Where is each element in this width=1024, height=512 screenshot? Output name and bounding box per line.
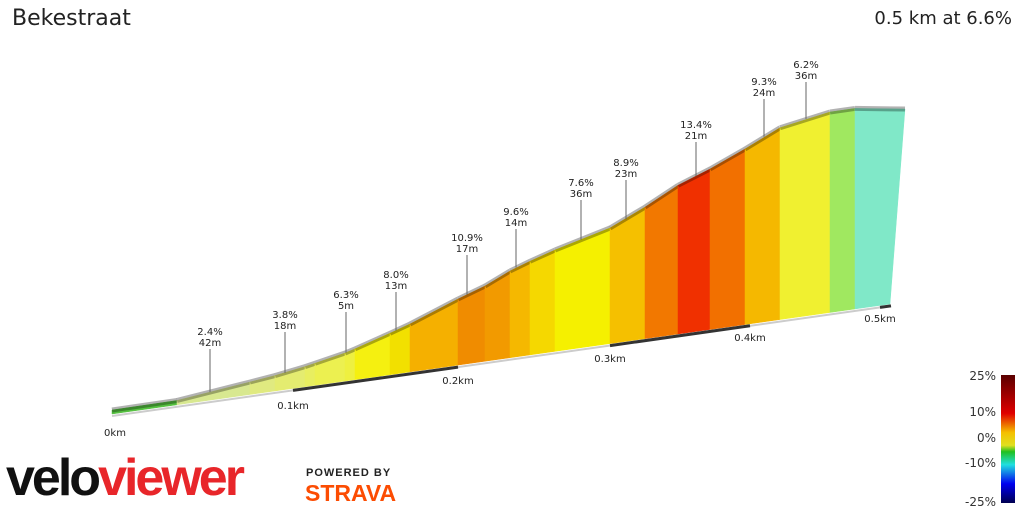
distance-tick-label: 0.3km — [594, 354, 625, 365]
powered-by-label: POWERED BY — [306, 467, 392, 479]
legend-tick-label: -25% — [965, 495, 996, 509]
profile-top-edge — [456, 283, 487, 302]
profile-top-edge — [176, 379, 251, 403]
baseline-segment — [609, 324, 751, 348]
distance-tick-label: 0.2km — [442, 376, 473, 387]
gradient-band — [829, 108, 856, 313]
profile-top-edge — [829, 105, 856, 115]
segment-grade-label: 10.9% — [451, 233, 483, 244]
segment-grade-label: 9.6% — [503, 207, 528, 218]
profile-top-edge — [643, 183, 680, 210]
profile-top-edge — [408, 296, 460, 327]
distance-tick-label: 0.5km — [864, 314, 895, 325]
climb-title: Bekestraat — [12, 6, 131, 31]
baseline — [111, 305, 891, 417]
profile-top-edge — [483, 268, 512, 289]
segment-grade-label: 13.4% — [680, 120, 712, 131]
profile-top-edge — [854, 105, 906, 112]
segment-grade-label: 6.2% — [793, 60, 818, 71]
distance-tick-label: 0.4km — [734, 333, 765, 344]
segment-length-label: 18m — [274, 321, 296, 332]
profile-top-edge — [608, 204, 647, 231]
segment-length-label: 23m — [615, 169, 637, 180]
legend-tick-label: 10% — [969, 405, 996, 419]
profile-top-edge — [344, 346, 356, 356]
profile-top-edge — [743, 125, 782, 152]
baseline-segment — [879, 304, 892, 309]
gradient-band — [744, 127, 781, 325]
distance-tick-label: 0km — [104, 428, 126, 439]
segment-grade-label: 9.3% — [751, 77, 776, 88]
gradient-band — [677, 168, 711, 335]
profile-top-edge — [508, 259, 532, 274]
profile-top-edge — [353, 330, 392, 352]
segment-length-label: 5m — [338, 301, 354, 312]
profile-top-edge — [388, 321, 412, 336]
segment-length-label: 14m — [505, 218, 527, 229]
profile-top-edge — [274, 364, 306, 378]
segment-grade-label: 2.4% — [197, 327, 222, 338]
segment-grade-label: 8.9% — [613, 158, 638, 169]
profile-top-edge — [249, 373, 276, 385]
profile-top-edge — [314, 350, 346, 366]
segment-grade-label: 6.3% — [333, 290, 358, 301]
climb-summary: 0.5 km at 6.6% — [874, 8, 1012, 29]
gradient-band — [529, 249, 556, 356]
segment-length-label: 36m — [795, 71, 817, 82]
profile-top-edge — [708, 146, 747, 172]
veloviewer-logo: veloviewer — [6, 449, 245, 507]
legend-tick-label: 25% — [969, 369, 996, 383]
segment-length-label: 17m — [456, 244, 478, 255]
profile-top-edge — [554, 225, 611, 253]
gradient-band — [779, 111, 831, 320]
profile-top-edge — [304, 360, 316, 369]
baseline-segment — [292, 365, 459, 392]
profile-top-edge — [676, 166, 712, 188]
segment-length-label: 36m — [570, 189, 592, 200]
strava-logo: STRAVA — [305, 480, 397, 506]
profile-top-edge — [779, 109, 831, 131]
distance-tick-label: 0.1km — [277, 401, 308, 412]
gradient-band — [644, 184, 679, 339]
segment-length-label: 24m — [753, 88, 775, 99]
segment-length-label: 42m — [199, 338, 221, 349]
gradient-band — [709, 148, 746, 330]
gradient-band — [509, 260, 531, 359]
legend-tick-label: -10% — [965, 456, 996, 470]
profile-top-edge — [528, 247, 557, 264]
segment-length-label: 21m — [685, 131, 707, 142]
gradient-band — [854, 108, 906, 310]
segment-length-label: 13m — [385, 281, 407, 292]
grade-legend-bar — [1001, 375, 1015, 503]
segment-grade-label: 7.6% — [568, 178, 593, 189]
profile-top-edge — [111, 398, 178, 413]
segment-grade-label: 3.8% — [272, 310, 297, 321]
legend-tick-label: 0% — [977, 431, 996, 445]
segment-grade-label: 8.0% — [383, 270, 408, 281]
